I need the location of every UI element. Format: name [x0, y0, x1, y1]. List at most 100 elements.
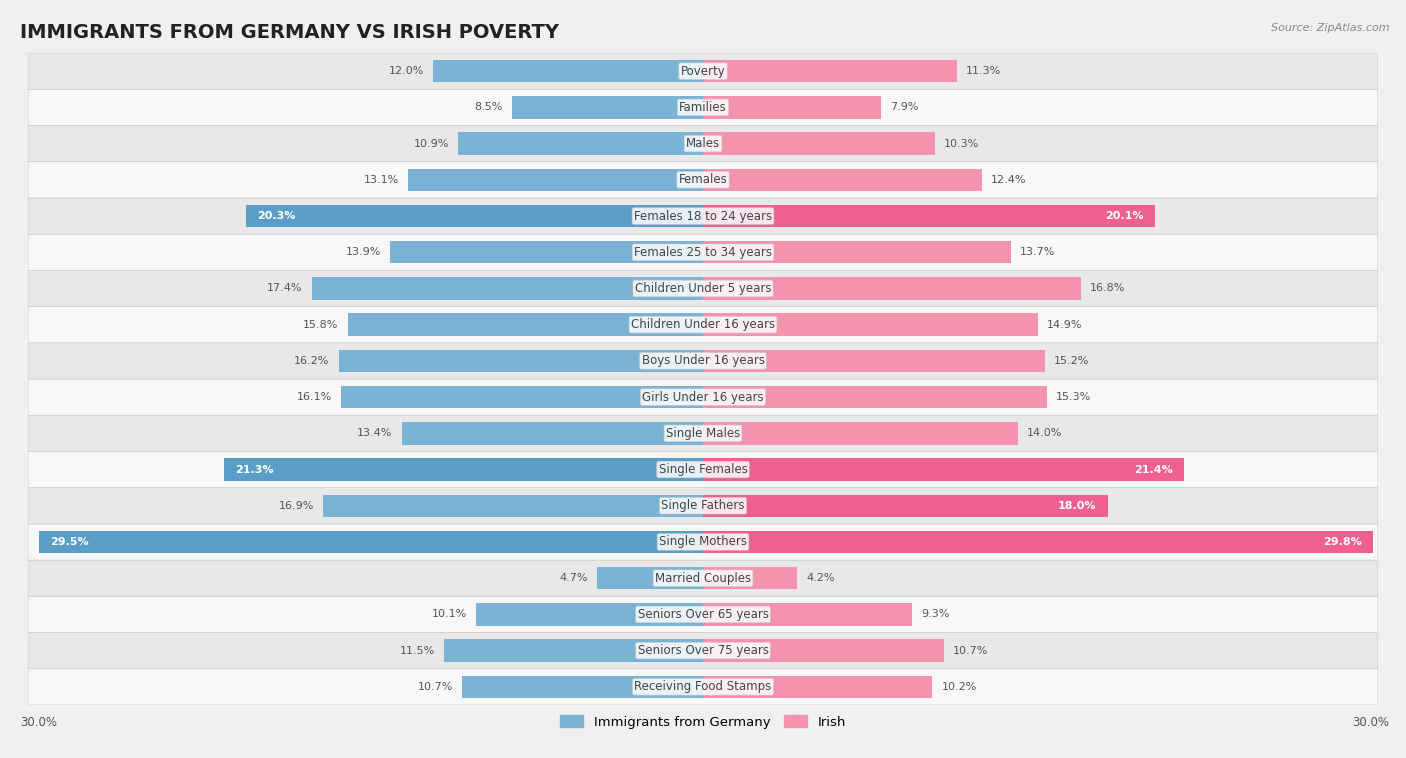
Text: 21.4%: 21.4%: [1135, 465, 1173, 475]
Bar: [703, 60, 957, 83]
Bar: [703, 494, 1108, 517]
FancyBboxPatch shape: [28, 597, 1378, 632]
FancyBboxPatch shape: [28, 126, 1378, 161]
Text: 29.8%: 29.8%: [1323, 537, 1362, 547]
FancyBboxPatch shape: [28, 669, 1378, 705]
Text: 13.9%: 13.9%: [346, 247, 381, 257]
Bar: [458, 133, 703, 155]
FancyBboxPatch shape: [28, 452, 1378, 487]
FancyBboxPatch shape: [28, 560, 1378, 597]
Text: 16.1%: 16.1%: [297, 392, 332, 402]
Text: 14.0%: 14.0%: [1026, 428, 1063, 438]
Text: 20.1%: 20.1%: [1105, 211, 1144, 221]
Text: Girls Under 16 years: Girls Under 16 years: [643, 390, 763, 403]
FancyBboxPatch shape: [28, 487, 1378, 524]
Text: Married Couples: Married Couples: [655, 572, 751, 584]
Bar: [703, 133, 935, 155]
Bar: [703, 567, 797, 590]
FancyBboxPatch shape: [28, 234, 1378, 271]
FancyBboxPatch shape: [28, 632, 1378, 669]
Bar: [703, 96, 880, 118]
Text: 30.0%: 30.0%: [1353, 716, 1389, 729]
Text: 10.7%: 10.7%: [953, 646, 988, 656]
Bar: [703, 422, 1018, 444]
FancyBboxPatch shape: [28, 89, 1378, 126]
Text: Females 18 to 24 years: Females 18 to 24 years: [634, 209, 772, 223]
Bar: [703, 168, 981, 191]
Text: 8.5%: 8.5%: [474, 102, 503, 112]
Bar: [703, 205, 1156, 227]
Text: 10.1%: 10.1%: [432, 609, 467, 619]
Text: 10.7%: 10.7%: [418, 682, 453, 692]
Text: 11.5%: 11.5%: [401, 646, 436, 656]
Text: Single Fathers: Single Fathers: [661, 500, 745, 512]
Text: Families: Families: [679, 101, 727, 114]
Text: 16.9%: 16.9%: [278, 501, 314, 511]
Text: 9.3%: 9.3%: [921, 609, 949, 619]
Text: 10.9%: 10.9%: [413, 139, 449, 149]
Text: Poverty: Poverty: [681, 64, 725, 77]
Legend: Immigrants from Germany, Irish: Immigrants from Germany, Irish: [554, 710, 852, 735]
Bar: [339, 349, 703, 372]
Text: 14.9%: 14.9%: [1047, 320, 1083, 330]
Text: 13.7%: 13.7%: [1021, 247, 1056, 257]
Text: Receiving Food Stamps: Receiving Food Stamps: [634, 681, 772, 694]
FancyBboxPatch shape: [28, 271, 1378, 306]
Text: Seniors Over 75 years: Seniors Over 75 years: [637, 644, 769, 657]
Bar: [703, 386, 1047, 409]
FancyBboxPatch shape: [28, 306, 1378, 343]
Text: 16.8%: 16.8%: [1090, 283, 1125, 293]
FancyBboxPatch shape: [28, 53, 1378, 89]
Text: 12.0%: 12.0%: [388, 66, 425, 76]
Text: 15.3%: 15.3%: [1056, 392, 1091, 402]
Bar: [703, 603, 912, 625]
Text: 18.0%: 18.0%: [1059, 501, 1097, 511]
Text: 15.8%: 15.8%: [304, 320, 339, 330]
Text: 16.2%: 16.2%: [294, 356, 329, 366]
FancyBboxPatch shape: [28, 415, 1378, 452]
Text: Source: ZipAtlas.com: Source: ZipAtlas.com: [1271, 23, 1389, 33]
Text: Children Under 5 years: Children Under 5 years: [634, 282, 772, 295]
Bar: [703, 277, 1081, 299]
Text: 4.7%: 4.7%: [560, 573, 588, 583]
Bar: [703, 640, 943, 662]
Bar: [703, 531, 1374, 553]
Bar: [39, 531, 703, 553]
Text: IMMIGRANTS FROM GERMANY VS IRISH POVERTY: IMMIGRANTS FROM GERMANY VS IRISH POVERTY: [20, 23, 558, 42]
Text: 7.9%: 7.9%: [890, 102, 918, 112]
Bar: [512, 96, 703, 118]
Text: 10.2%: 10.2%: [942, 682, 977, 692]
Bar: [224, 459, 703, 481]
Text: 29.5%: 29.5%: [51, 537, 89, 547]
Bar: [408, 168, 703, 191]
Bar: [703, 241, 1011, 264]
Text: Boys Under 16 years: Boys Under 16 years: [641, 355, 765, 368]
Text: 30.0%: 30.0%: [20, 716, 56, 729]
Text: 12.4%: 12.4%: [991, 175, 1026, 185]
Text: 10.3%: 10.3%: [943, 139, 979, 149]
FancyBboxPatch shape: [28, 379, 1378, 415]
Text: 20.3%: 20.3%: [257, 211, 295, 221]
Bar: [433, 60, 703, 83]
Text: 11.3%: 11.3%: [966, 66, 1001, 76]
Text: 15.2%: 15.2%: [1054, 356, 1090, 366]
Bar: [391, 241, 703, 264]
Bar: [246, 205, 703, 227]
Text: 4.2%: 4.2%: [807, 573, 835, 583]
Text: Single Mothers: Single Mothers: [659, 535, 747, 549]
Text: 13.4%: 13.4%: [357, 428, 392, 438]
Bar: [340, 386, 703, 409]
Text: 21.3%: 21.3%: [235, 465, 274, 475]
Text: Seniors Over 65 years: Seniors Over 65 years: [637, 608, 769, 621]
Bar: [598, 567, 703, 590]
Text: 17.4%: 17.4%: [267, 283, 302, 293]
Text: Females 25 to 34 years: Females 25 to 34 years: [634, 246, 772, 258]
FancyBboxPatch shape: [28, 343, 1378, 379]
Bar: [463, 675, 703, 698]
Text: 13.1%: 13.1%: [364, 175, 399, 185]
Text: Single Females: Single Females: [658, 463, 748, 476]
Bar: [475, 603, 703, 625]
Bar: [402, 422, 703, 444]
Text: Single Males: Single Males: [666, 427, 740, 440]
Text: Females: Females: [679, 174, 727, 186]
